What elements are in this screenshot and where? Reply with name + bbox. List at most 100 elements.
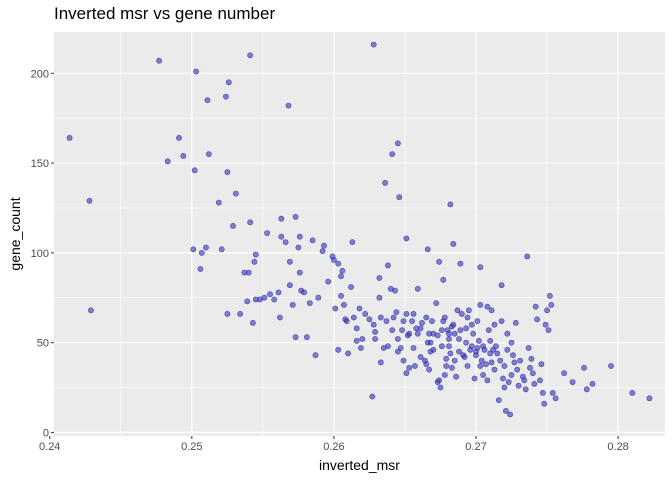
data-point xyxy=(356,305,363,312)
data-point xyxy=(376,275,383,281)
data-point xyxy=(389,151,396,157)
data-point xyxy=(463,325,469,332)
data-point xyxy=(511,359,518,366)
data-point xyxy=(349,239,356,245)
data-point xyxy=(390,314,397,321)
data-point xyxy=(357,345,364,351)
data-point xyxy=(492,343,499,350)
x-tick-label: 0.26 xyxy=(323,441,344,453)
data-point xyxy=(301,289,307,296)
data-point xyxy=(423,314,430,321)
data-point xyxy=(348,284,354,290)
data-point xyxy=(468,343,475,350)
data-point xyxy=(537,377,543,384)
data-point xyxy=(629,389,636,396)
data-point xyxy=(190,246,197,253)
data-point xyxy=(312,352,319,359)
data-point xyxy=(461,354,468,360)
data-point xyxy=(303,334,310,341)
data-point xyxy=(292,334,299,341)
data-point xyxy=(531,380,538,387)
data-point xyxy=(545,327,552,333)
data-point xyxy=(410,345,417,351)
data-point xyxy=(468,321,475,328)
data-point xyxy=(447,201,454,208)
data-point xyxy=(453,373,459,380)
data-point xyxy=(384,262,391,269)
data-point xyxy=(487,337,494,344)
x-tick-label: 0.27 xyxy=(465,441,486,453)
y-tick-label: 50 xyxy=(37,338,49,350)
data-point xyxy=(494,350,501,357)
data-point xyxy=(164,158,171,165)
data-point xyxy=(502,407,509,414)
data-point xyxy=(176,134,182,141)
data-point xyxy=(508,339,515,346)
data-point xyxy=(548,301,555,308)
data-point xyxy=(406,330,413,337)
data-point xyxy=(410,310,417,317)
data-point xyxy=(245,269,252,276)
data-point xyxy=(251,258,258,265)
data-point xyxy=(477,301,484,308)
data-point xyxy=(342,316,349,323)
data-point xyxy=(247,219,253,226)
data-point xyxy=(512,319,519,326)
data-point xyxy=(484,303,491,310)
data-point xyxy=(370,41,377,48)
data-point xyxy=(443,363,450,369)
data-point xyxy=(456,348,462,355)
data-point xyxy=(393,309,400,315)
data-point xyxy=(527,364,533,371)
data-point xyxy=(451,357,458,364)
data-point xyxy=(247,52,253,59)
data-point xyxy=(215,199,222,206)
data-point xyxy=(267,291,273,298)
data-point xyxy=(491,366,498,373)
major-gridlines xyxy=(49,32,665,436)
data-point xyxy=(539,389,546,396)
data-point xyxy=(457,260,464,267)
data-point xyxy=(325,278,332,285)
data-point xyxy=(271,296,278,303)
data-point xyxy=(488,307,495,314)
data-point xyxy=(458,310,465,317)
data-point xyxy=(465,307,472,314)
data-point xyxy=(589,380,596,387)
data-point xyxy=(433,300,440,306)
data-point xyxy=(581,364,587,371)
data-point xyxy=(339,267,346,274)
data-point xyxy=(278,233,285,240)
data-point xyxy=(541,400,548,407)
data-point xyxy=(394,336,401,342)
data-point xyxy=(399,327,405,333)
minor-gridlines xyxy=(54,32,665,436)
data-point xyxy=(481,346,488,353)
data-point xyxy=(549,389,556,396)
data-point xyxy=(400,318,407,324)
data-point xyxy=(504,330,511,337)
data-point xyxy=(424,246,431,253)
data-point xyxy=(514,366,521,373)
data-point xyxy=(470,330,477,337)
data-point xyxy=(538,361,545,368)
data-point xyxy=(547,292,553,299)
data-point xyxy=(377,314,384,321)
data-point xyxy=(315,294,322,301)
data-point xyxy=(414,285,421,292)
data-point xyxy=(414,330,421,337)
data-point xyxy=(471,375,478,382)
data-point xyxy=(463,339,469,346)
data-point xyxy=(497,357,504,364)
data-point xyxy=(406,364,413,371)
data-point xyxy=(528,355,535,362)
data-point xyxy=(438,327,445,333)
data-point xyxy=(377,359,384,366)
data-point xyxy=(224,169,231,175)
data-point xyxy=(225,79,232,86)
data-point xyxy=(534,316,540,323)
data-point xyxy=(411,363,418,369)
data-point xyxy=(193,68,199,75)
data-point xyxy=(477,363,484,369)
data-point xyxy=(542,321,549,328)
